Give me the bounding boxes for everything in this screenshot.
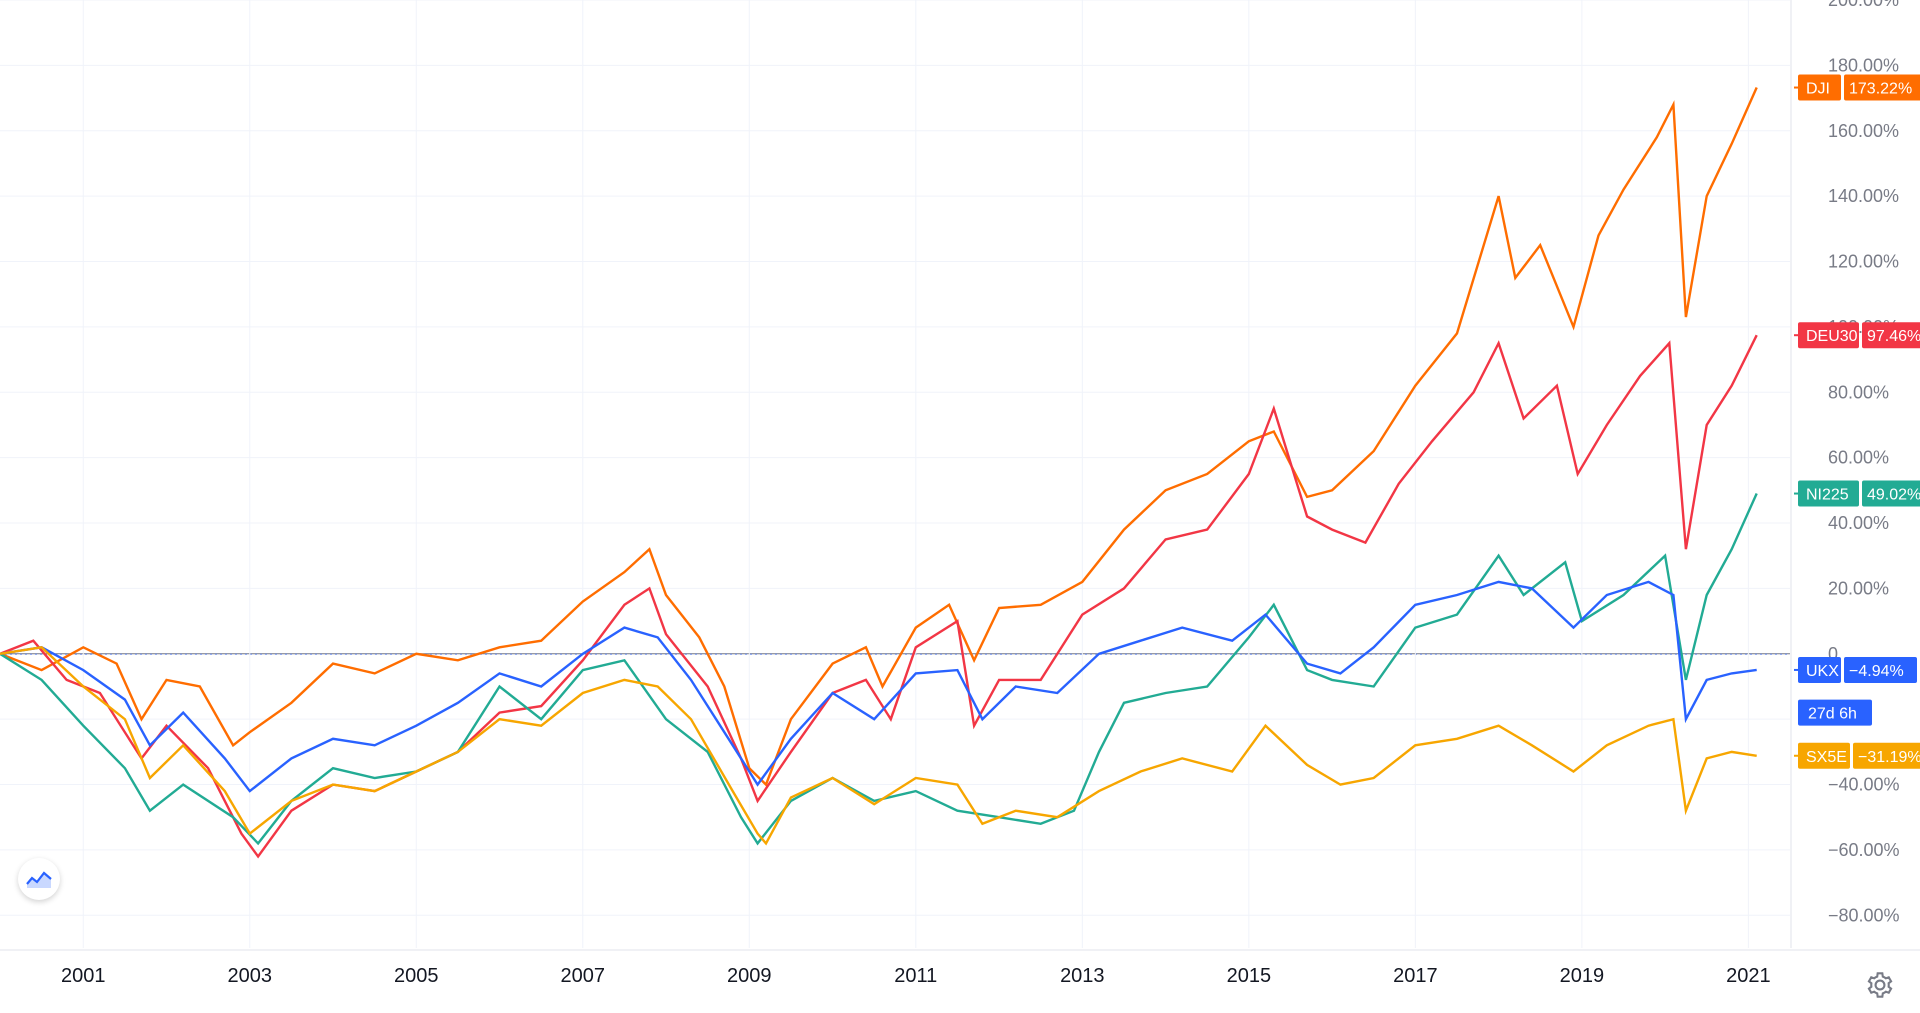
y-tick-label: −60.00% — [1828, 840, 1900, 860]
x-tick-label: 2011 — [894, 965, 937, 987]
badge-ukx-value-label: −4.94% — [1849, 663, 1904, 680]
x-tick-label: 2003 — [228, 965, 273, 987]
chart-style-toggle-button[interactable] — [18, 858, 60, 900]
x-tick-label: 2019 — [1560, 965, 1605, 987]
badge-sx5e-label: SX5E — [1806, 749, 1847, 766]
x-tick-label: 2001 — [61, 965, 106, 987]
y-tick-label: 60.00% — [1828, 448, 1889, 468]
x-tick-label: 2021 — [1726, 965, 1771, 987]
x-tick-label: 2013 — [1060, 965, 1105, 987]
badge-ni225-value-label: 49.02% — [1867, 487, 1920, 504]
badge-dji-value-label: 173.22% — [1849, 81, 1912, 98]
time-countdown-label: 27d 6h — [1808, 706, 1857, 723]
badge-sx5e-value-label: −31.19% — [1858, 749, 1920, 766]
settings-button[interactable] — [1866, 971, 1894, 999]
area-chart-icon — [26, 869, 52, 889]
x-tick-label: 2017 — [1393, 965, 1438, 987]
badge-ukx-label: UKX — [1806, 663, 1839, 680]
gear-icon — [1866, 971, 1894, 999]
y-tick-label: 200.00% — [1828, 0, 1899, 10]
y-tick-label: 80.00% — [1828, 382, 1889, 402]
y-tick-label: 140.00% — [1828, 186, 1899, 206]
y-tick-label: 180.00% — [1828, 55, 1899, 75]
y-tick-label: 20.00% — [1828, 578, 1889, 598]
x-tick-label: 2005 — [394, 965, 439, 987]
y-tick-label: −80.00% — [1828, 905, 1900, 925]
badge-deu30-label: DEU30 — [1806, 328, 1858, 345]
badge-ni225-label: NI225 — [1806, 487, 1849, 504]
badge-deu30-value-label: 97.46% — [1867, 328, 1920, 345]
y-tick-label: −40.00% — [1828, 775, 1900, 795]
x-tick-label: 2009 — [727, 965, 772, 987]
x-tick-label: 2015 — [1227, 965, 1272, 987]
comparison-chart: −80.00%−60.00%−40.00%020.00%40.00%60.00%… — [0, 0, 1920, 1013]
y-tick-label: 160.00% — [1828, 121, 1899, 141]
y-tick-label: 120.00% — [1828, 252, 1899, 272]
y-tick-label: 40.00% — [1828, 513, 1889, 533]
x-tick-label: 2007 — [561, 965, 606, 987]
badge-dji-label: DJI — [1806, 81, 1830, 98]
chart-svg[interactable]: −80.00%−60.00%−40.00%020.00%40.00%60.00%… — [0, 0, 1920, 1013]
